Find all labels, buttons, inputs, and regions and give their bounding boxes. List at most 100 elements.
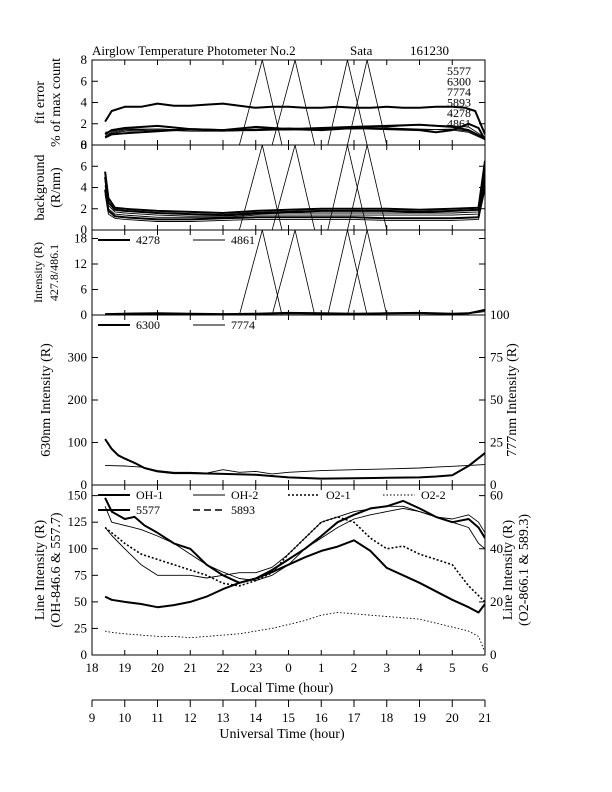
y-right-tick-label: 20: [490, 594, 503, 609]
y-axis-label: 427.8/486.1: [47, 244, 61, 301]
y-tick-label: 300: [68, 350, 88, 365]
y-right-tick-label: 25: [490, 435, 503, 450]
legend-label-4861: 4861: [447, 117, 471, 131]
y-tick-label: 75: [74, 567, 87, 582]
series-line-4861: [104, 189, 485, 222]
y-tick-label: 100: [68, 541, 88, 556]
y-axis-label: background: [33, 154, 48, 220]
local-tick-label: 3: [384, 660, 391, 675]
series-line-oh-1: [104, 497, 485, 584]
ut-tick-label: 17: [348, 710, 362, 725]
y-tick-label: 0: [81, 647, 88, 662]
y-right-axis-label: 777nm Intensity (R): [505, 343, 520, 457]
series-line-7774: [104, 171, 485, 217]
y-tick-label: 8: [81, 52, 88, 67]
y-axis-label: (OH-846.6 & 557.7): [49, 512, 64, 627]
legend-label-o2-2: O2-2: [421, 488, 446, 502]
legend-label-6300: 6300: [447, 75, 471, 89]
series-line-o2-1: [104, 516, 485, 603]
plot-area: [104, 145, 485, 230]
panel-blue-intensity: 0 6 12 18 Intensity (R) 427.8/486.1 4278 4861: [31, 229, 486, 322]
ut-tick-label: 20: [446, 710, 459, 725]
y-right-tick-label: 100: [490, 307, 510, 322]
y-right-tick-label: 0: [490, 477, 497, 492]
local-time-axis: 18 19 20 21 22 23 0 1 2 3 4 5 6: [86, 660, 489, 675]
series-line-5577: [104, 539, 485, 614]
panel-fit-error: 0 2 4 6 8 fit error% of max count 557763007774…: [33, 52, 486, 152]
y-tick-label: 200: [68, 392, 88, 407]
series-line-5893: [104, 176, 485, 218]
series-line-7774: [105, 464, 485, 475]
local-tick-label: 0: [285, 660, 292, 675]
plot-area: [104, 438, 485, 480]
legend: 6300 7774: [98, 318, 255, 332]
local-tick-label: 5: [449, 660, 456, 675]
y-tick-label: 150: [68, 488, 88, 503]
legend-label-7774: 7774: [231, 318, 255, 332]
artifact-trace: [327, 145, 368, 230]
local-tick-label: 18: [86, 660, 99, 675]
y-axis-label: Line Intensity (R): [33, 520, 48, 621]
local-tick-label: 2: [351, 660, 358, 675]
legend-label-5577: 5577: [447, 64, 471, 78]
y-tick-label: 0: [81, 307, 88, 322]
y-tick-label: 25: [74, 620, 87, 635]
legend-label-oh-2: OH-2: [231, 488, 258, 502]
series-line-6300: [104, 438, 485, 480]
legend-label-4278: 4278: [136, 233, 160, 247]
artifact-trace: [347, 145, 388, 230]
y-right-tick-label: 60: [490, 488, 503, 503]
artifact-trace: [271, 145, 316, 230]
y-right-tick-label: 0: [490, 647, 497, 662]
legend-label-o2-1: O2-1: [326, 488, 351, 502]
series-line-4278: [105, 308, 485, 315]
y-tick-label: 8: [81, 137, 88, 152]
artifact-trace: [271, 60, 316, 145]
local-tick-label: 23: [249, 660, 262, 675]
y-tick-label: 2: [81, 201, 88, 216]
legend-label-5577: 5577: [136, 503, 160, 517]
plot-area: [104, 497, 485, 653]
local-tick-label: 4: [416, 660, 423, 675]
y-right-axis-label: Line Intensity (R): [501, 520, 516, 621]
series-line-5893: [104, 505, 485, 579]
local-tick-label: 22: [217, 660, 230, 675]
y-axis-label: 630nm Intensity (R): [39, 343, 54, 457]
series-line-4278: [104, 183, 485, 221]
series-line-oh-2: [104, 506, 485, 582]
legend-label-4861: 4861: [231, 233, 255, 247]
legend-label-6300: 6300: [136, 318, 160, 332]
legend-label-5893: 5893: [231, 503, 255, 517]
ut-tick-label: 15: [282, 710, 295, 725]
y-right-tick-label: 40: [490, 541, 503, 556]
series-line-4861: [105, 311, 485, 315]
title-date: 161230: [410, 43, 449, 58]
artifact-trace: [238, 230, 283, 315]
ut-tick-label: 12: [184, 710, 197, 725]
y-tick-label: 4: [81, 180, 88, 195]
series-line-4861: [105, 124, 485, 138]
universal-time-axis: 9 10 11 12 13 14 15 16 17 18 19 20 21: [89, 699, 492, 725]
artifact-trace: [238, 145, 283, 230]
y-tick-label: 0: [81, 222, 88, 237]
local-tick-label: 1: [318, 660, 325, 675]
artifact-trace: [327, 60, 368, 145]
y-right-tick-label: 75: [490, 350, 503, 365]
artifact-trace: [347, 230, 388, 315]
local-tick-label: 21: [184, 660, 197, 675]
series-line-5577: [104, 102, 485, 135]
artifact-trace: [327, 230, 368, 315]
legend-label-5893: 5893: [447, 96, 471, 110]
ut-tick-label: 21: [479, 710, 492, 725]
ut-tick-label: 13: [217, 710, 230, 725]
y-tick-label: 2: [81, 116, 88, 131]
legend: OH-1 OH-2 O2-1 O2-2 5577 5893: [98, 488, 446, 517]
y-tick-label: 6: [81, 282, 88, 297]
title-site: Sata: [350, 43, 373, 58]
y-tick-label: 0: [81, 477, 88, 492]
local-tick-label: 19: [118, 660, 131, 675]
ut-tick-label: 16: [315, 710, 329, 725]
local-time-label: Local Time (hour): [231, 681, 334, 696]
